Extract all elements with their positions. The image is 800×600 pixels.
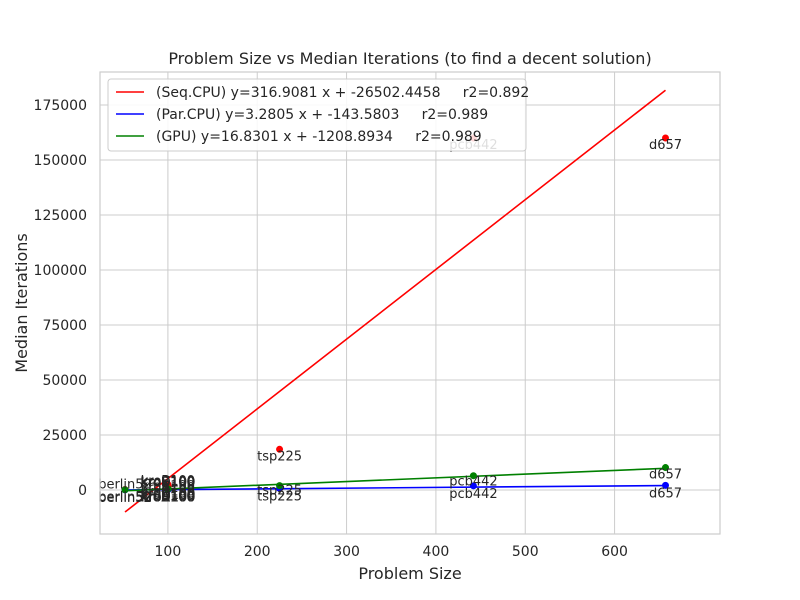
data-label: kroB100 — [141, 485, 195, 500]
x-tick-label: 400 — [423, 544, 450, 560]
y-tick-label: 175000 — [34, 98, 87, 114]
plot-frame — [99, 71, 721, 535]
data-label: berlin52 — [98, 491, 152, 506]
data-point — [662, 481, 670, 489]
data-label: kroE100 — [141, 476, 195, 491]
fit-line-seq-cpu — [124, 89, 666, 513]
data-label: kroA100 — [141, 491, 195, 506]
legend-entry: (Par.CPU) y=3.2805 x + -143.5803 r2=0.98… — [156, 107, 488, 123]
data-label: kroA100 — [141, 479, 195, 494]
data-label: d657 — [649, 138, 682, 153]
legend-entry: (Seq.CPU) y=316.9081 x + -26502.4458 r2=… — [156, 85, 529, 101]
x-axis-label: Problem Size — [358, 564, 461, 583]
legend-entry: (GPU) y=16.8301 x + -1208.8934 r2=0.989 — [156, 129, 482, 145]
data-label: kroE100 — [141, 489, 195, 504]
data-points — [121, 134, 670, 494]
y-axis-label: Median Iterations — [12, 233, 31, 372]
data-label: kroC100 — [141, 491, 195, 506]
x-tick-label: 200 — [244, 544, 271, 560]
data-point — [164, 485, 172, 493]
y-tick-label: 150000 — [34, 153, 87, 169]
y-tick-label: 125000 — [34, 208, 87, 224]
data-label: kroC100 — [141, 475, 195, 490]
y-tick-label: 25000 — [42, 428, 87, 444]
data-label: tsp225 — [257, 490, 302, 505]
x-tick-label: 500 — [512, 544, 539, 560]
data-label: kroB100 — [141, 491, 195, 506]
x-tick-label: 300 — [333, 544, 360, 560]
data-point — [662, 134, 670, 142]
data-label: berlin52 — [98, 490, 152, 505]
x-ticks: 100 200 300 400 500 600 — [155, 544, 628, 560]
y-tick-label: 50000 — [42, 373, 87, 389]
fit-line-gpu — [124, 467, 666, 492]
data-label: berlin52 — [98, 477, 152, 492]
data-label: pcb442 — [449, 487, 497, 502]
data-point — [276, 482, 284, 490]
data-label: tsp225 — [257, 483, 302, 498]
data-label: kroD100 — [140, 488, 195, 503]
data-label: kroA100 — [141, 481, 195, 496]
data-label: kroC100 — [141, 487, 195, 502]
y-ticks: 0 25000 50000 75000 100000 125000 150000 175000 — [34, 98, 87, 499]
x-tick-label: 100 — [155, 544, 182, 560]
fit-line-par-cpu — [125, 484, 666, 491]
data-label: kroD100 — [140, 475, 195, 490]
y-tick-label: 0 — [78, 483, 87, 499]
data-point — [662, 464, 670, 472]
data-label: tsp225 — [257, 449, 302, 464]
data-label: kroD100 — [140, 491, 195, 506]
data-label: d657 — [649, 486, 682, 501]
data-label: kroB100 — [141, 474, 195, 489]
legend-box — [107, 78, 527, 152]
chart-title: Problem Size vs Median Iterations (to fi… — [168, 49, 651, 68]
data-label: pcb442 — [449, 475, 497, 490]
data-label: kroE100 — [141, 491, 195, 506]
y-tick-label: 100000 — [34, 263, 87, 279]
data-point — [276, 445, 284, 453]
fit-lines — [124, 89, 666, 513]
data-point — [121, 486, 129, 494]
data-point — [469, 472, 477, 480]
data-label: d657 — [649, 468, 682, 483]
x-tick-label: 600 — [601, 544, 628, 560]
y-tick-label: 75000 — [42, 318, 87, 334]
data-point — [469, 482, 477, 490]
legend: (Seq.CPU) y=316.9081 x + -26502.4458 r2=… — [107, 78, 529, 152]
